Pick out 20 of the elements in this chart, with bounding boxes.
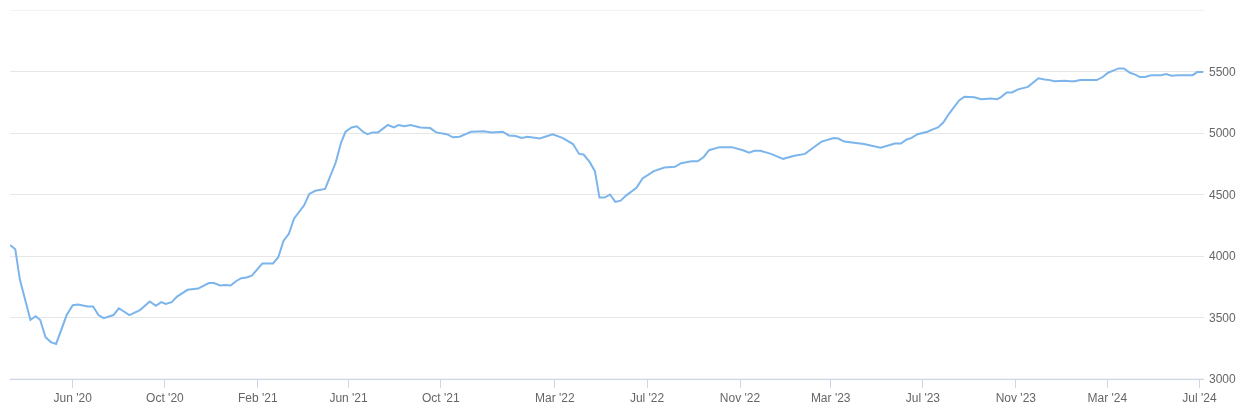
y-tick-label: 3500 xyxy=(1209,310,1237,325)
x-tick-label: Mar '22 xyxy=(535,391,575,406)
y-tick-label: 3000 xyxy=(1209,372,1237,387)
y-tick-label: 5500 xyxy=(1209,64,1237,79)
x-tick-label: Jul '22 xyxy=(629,391,665,406)
y-tick-label: 4500 xyxy=(1209,187,1237,202)
y-tick-label: 5000 xyxy=(1209,126,1237,141)
x-tick-label: Nov '23 xyxy=(995,391,1037,406)
x-tick-label: Feb '21 xyxy=(238,391,279,406)
x-tick-label: Nov '22 xyxy=(719,391,761,406)
x-tick-label: Mar '23 xyxy=(810,391,851,406)
x-tick-label: Oct '21 xyxy=(421,391,460,406)
y-tick-label: 4000 xyxy=(1209,249,1237,264)
line-series xyxy=(10,67,1204,345)
x-tick-label: Jun '20 xyxy=(53,391,93,406)
x-tick-label: Oct '20 xyxy=(146,391,185,406)
x-tick-label: Jul '24 xyxy=(1182,391,1217,406)
x-tick-label: Jul '23 xyxy=(905,391,941,406)
x-tick-label: Jun '21 xyxy=(329,391,369,406)
x-tick-label: Mar '24 xyxy=(1087,391,1128,406)
